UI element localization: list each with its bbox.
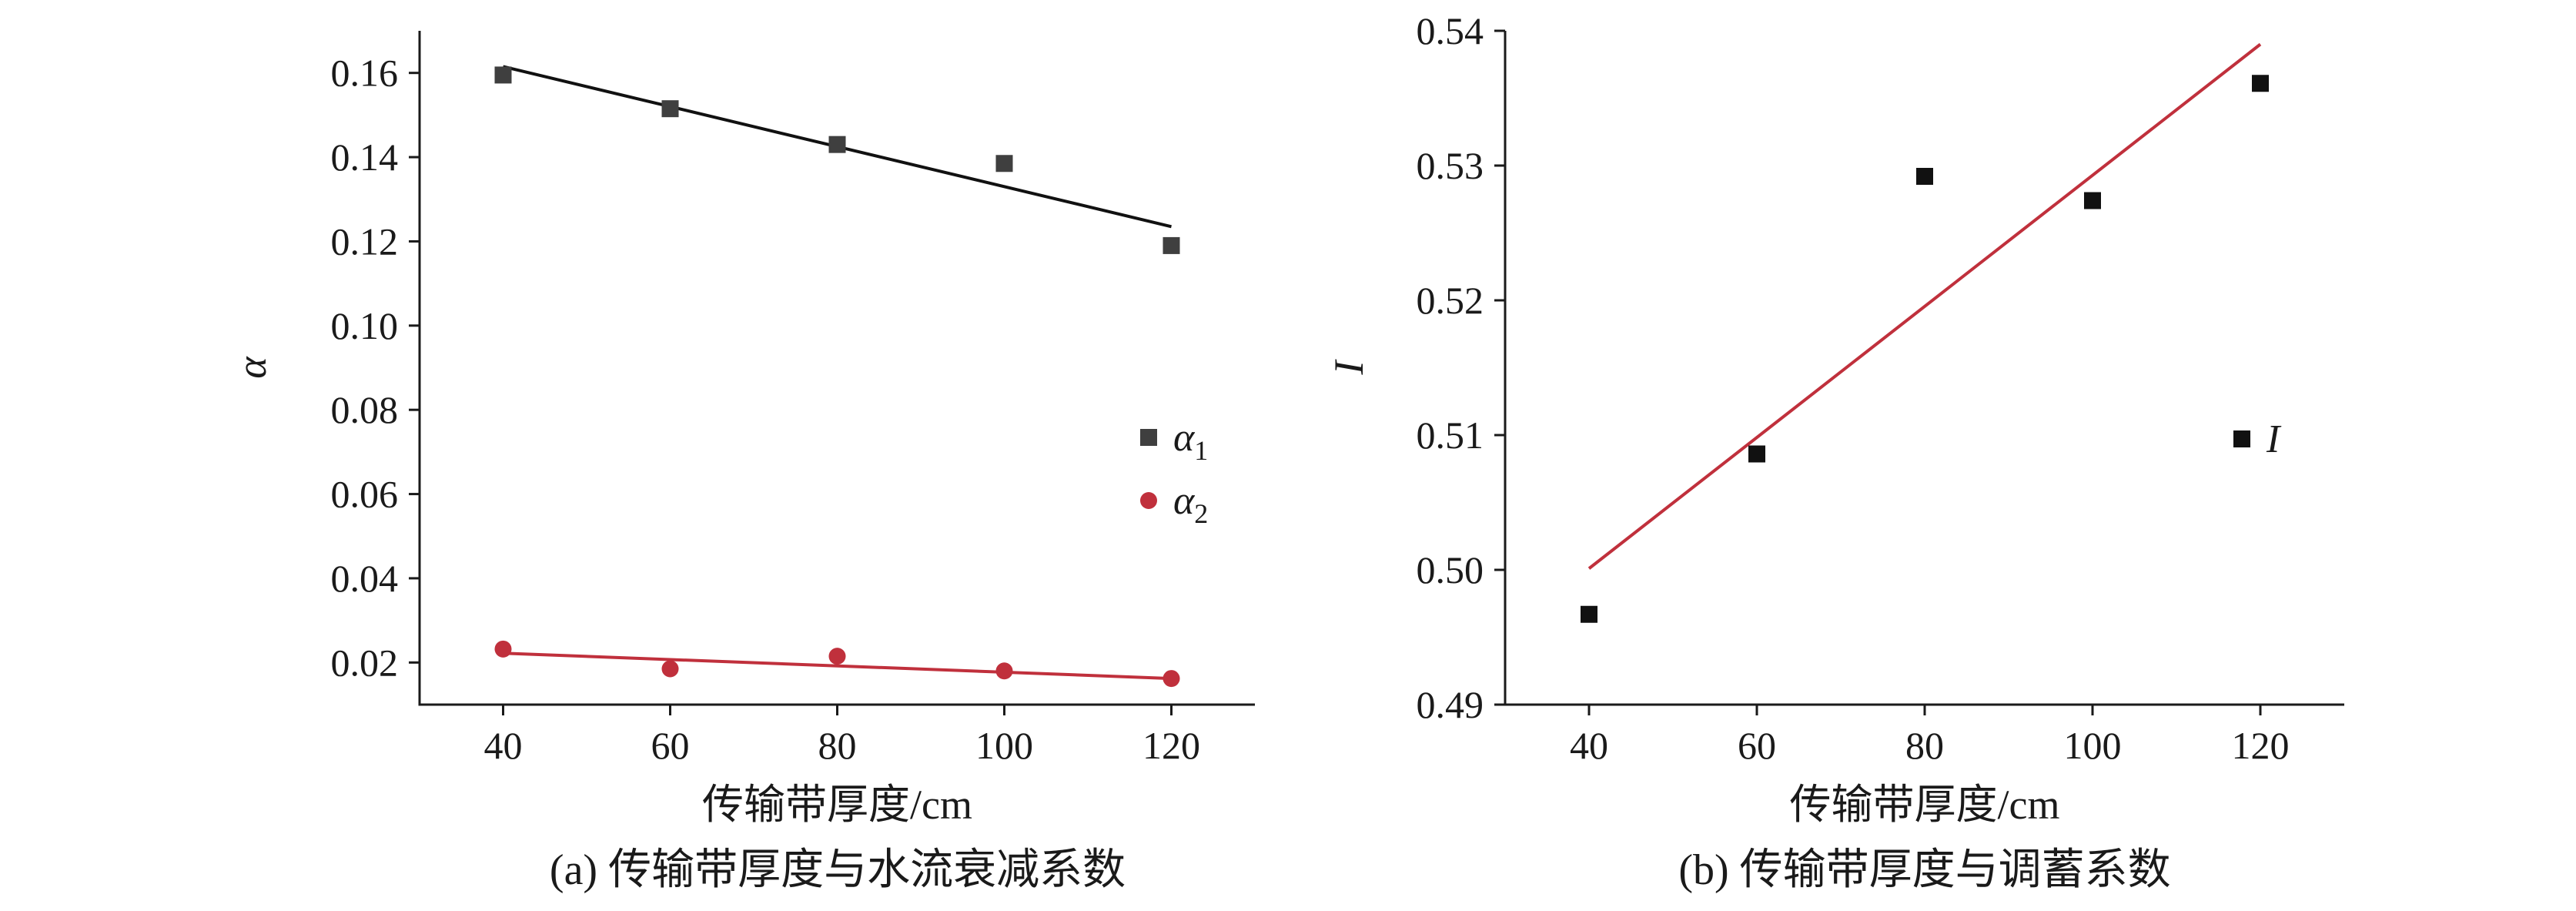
data-point [1748,445,1765,463]
legend-label: α1 [1173,416,1208,466]
y-tick-label: 0.14 [331,136,399,179]
data-point [2084,192,2101,209]
x-tick-label: 120 [2232,724,2290,767]
data-point [661,100,679,118]
y-tick-label: 0.53 [1417,144,1484,187]
chart-a: 0.02 0.04 0.06 0.08 0.10 0.12 0.14 0.16 40 60 80 10… [229,31,1255,894]
data-point [661,660,679,678]
y-tick-label: 0.50 [1417,548,1484,591]
y-tick-label: 0.04 [331,557,399,600]
y-axis-label: α [229,356,275,379]
data-point [1163,236,1180,254]
legend-label: α2 [1173,479,1208,529]
x-axis-label: 传输带厚度/cm [702,782,972,828]
y-tick-label: 0.10 [331,304,399,347]
x-tick-label: 80 [1905,724,1944,767]
x-tick-label: 40 [484,724,523,767]
data-point [1916,168,1933,185]
data-point [995,155,1013,172]
x-tick-label: 60 [1738,724,1776,767]
y-tick-label: 0.08 [331,388,399,431]
axis-lines [418,31,1255,706]
chart-b: 0.49 0.50 0.51 0.52 0.53 0.54 40 60 80 100 120 传输带厚… [1326,9,2344,894]
legend-marker [1140,429,1157,446]
x-tick-label: 60 [651,724,690,767]
chart-caption: (b) 传输带厚度与调蓄系数 [1678,846,2170,894]
legend-subscript: 1 [1194,435,1208,466]
data-point [828,136,846,153]
y-tick-label: 0.02 [331,641,399,684]
data-point [828,648,846,665]
x-tick-label: 100 [2064,724,2122,767]
x-tick-label: 100 [975,724,1033,767]
data-point [1581,605,1597,623]
x-tick-label: 120 [1142,724,1200,767]
data-point [494,66,512,84]
legend-marker [2233,430,2250,447]
y-tick-label: 0.54 [1417,9,1484,52]
fit-line [1587,42,2262,570]
y-tick-label: 0.52 [1417,279,1484,322]
fit-line [503,651,1172,681]
x-tick-label: 80 [818,724,857,767]
legend-label: I [2266,417,2282,461]
y-tick-label: 0.06 [331,473,399,516]
y-axis-label: I [1326,358,1372,375]
data-point [494,640,512,658]
y-tick-label: 0.16 [331,52,399,95]
axis-lines [1504,31,2344,706]
legend-marker [1140,492,1157,509]
y-tick-label: 0.51 [1417,414,1484,457]
chart-caption: (a) 传输带厚度与水流衰减系数 [550,846,1126,894]
data-point [995,662,1013,680]
x-tick-label: 40 [1570,724,1608,767]
data-point [1163,670,1180,688]
legend-subscript: 2 [1194,498,1208,529]
y-tick-label: 0.12 [331,219,399,263]
x-axis-label: 传输带厚度/cm [1790,782,2060,828]
data-point [2252,75,2269,92]
y-tick-label: 0.49 [1417,683,1484,726]
